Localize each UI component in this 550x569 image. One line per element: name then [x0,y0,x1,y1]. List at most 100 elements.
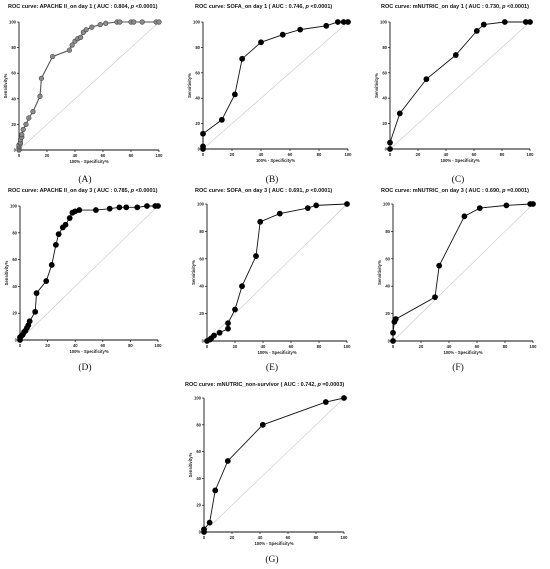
roc-point [344,201,350,207]
chart-title: ROC curve: SOFA_on day 1 ( AUC : 0.746, … [195,4,332,10]
y-tick-label: 80 [12,230,17,235]
chart-title: ROC curve: mNUTRIC_non-survivor ( AUC : … [185,382,344,388]
roc-point [340,19,347,25]
roc-point [501,19,508,25]
chart-title-main: ROC curve: SOFA_on day 3 ( AUC : 0.691, [195,188,305,194]
x-tick-label: 40 [447,344,452,349]
reference-diagonal [18,21,160,151]
y-tick-label: 40 [385,284,390,289]
x-tick-label: 100 [341,535,349,540]
x-tick-label: 40 [444,152,449,157]
roc-panel-3: ROC curve: mNUTRIC_on day 1 ( AUC : 0.73… [374,4,534,185]
roc-point [258,39,264,46]
roc-point [62,221,69,228]
roc-point [48,262,55,268]
chart-title-tail: <0.0001) [134,188,158,194]
chart-title-main: ROC curve: mNUTRIC_non-survivor ( AUC : … [185,382,317,388]
x-tick-label: 80 [503,344,508,349]
roc-point [116,204,123,211]
roc-point [134,204,141,211]
roc-point [201,526,207,533]
x-tick-label: 80 [128,343,133,348]
roc-point [156,19,162,25]
x-axis-label: 100% - Specificity% [254,541,293,546]
y-tick-label: 20 [382,121,387,126]
panel-label: (C) [452,174,465,185]
y-tick-label: 20 [195,121,200,126]
y-tick-label: 80 [11,45,16,50]
roc-point [106,205,113,212]
x-tick-label: 60 [472,152,477,157]
chart-title: ROC curve: mNUTRIC_on day 3 ( AUC : 0.69… [381,188,529,194]
x-tick-label: 60 [101,153,106,158]
y-tick-label: 40 [195,96,200,101]
roc-point [76,207,83,213]
roc-point [313,202,320,209]
y-tick-label: 60 [382,70,387,75]
x-axis-label: 100% - Specificity% [69,159,108,164]
x-tick-label: 20 [45,153,50,158]
roc-point [33,290,40,296]
roc-point [473,27,480,34]
roc-panel-7: ROC curve: mNUTRIC_non-survivor ( AUC : … [185,382,348,565]
reference-diagonal [389,21,531,150]
y-tick-label: 40 [196,476,201,481]
roc-point [232,91,238,98]
roc-point [200,130,206,137]
x-tick-label: 100 [530,344,538,349]
y-tick-label: 80 [385,229,390,234]
chart-title-p: p [501,4,506,10]
panel-label: (A) [78,174,91,185]
roc-point [55,231,62,238]
x-tick-label: 0 [392,344,395,349]
x-tick-label: 100 [155,343,163,348]
reference-diagonal [202,21,349,150]
roc-point [155,203,161,209]
x-tick-label: 60 [100,343,105,348]
chart-title-tail: <0.0001) [506,4,530,10]
x-tick-label: 40 [73,153,78,158]
x-tick-label: 0 [202,152,205,157]
roc-point [83,27,89,33]
roc-point [66,215,73,221]
x-tick-label: 80 [314,535,319,540]
chart-title-p: p [304,188,309,194]
y-axis-label: Sensitivity% [3,73,8,98]
reference-diagonal [203,397,345,533]
chart-title-main: ROC curve: mNUTRIC_on day 3 ( AUC : 0.69… [381,188,502,194]
roc-point [387,139,393,146]
y-tick-label: 0 [15,338,18,343]
x-tick-label: 60 [289,344,294,349]
y-tick-label: 60 [385,256,390,261]
roc-point [38,75,45,81]
x-axis-label: 100% - Specificity% [443,350,482,355]
roc-point [37,93,43,99]
roc-point [89,24,95,30]
x-tick-label: 0 [19,343,22,348]
y-tick-label: 100 [194,396,202,401]
roc-point [345,19,351,25]
roc-point [396,110,403,117]
y-tick-label: 80 [195,45,200,50]
x-tick-label: 20 [230,152,235,157]
y-axis-label: Sensitivity% [4,260,9,285]
roc-point [66,47,72,53]
y-tick-label: 40 [11,96,16,101]
roc-panel-2: ROC curve: SOFA_on day 1 ( AUC : 0.746, … [187,4,352,185]
y-tick-label: 100 [193,20,201,25]
y-tick-label: 80 [196,422,201,427]
roc-point [212,487,219,494]
roc-point [206,519,213,526]
roc-point [322,399,329,405]
roc-point [436,262,443,269]
x-tick-label: 0 [203,535,206,540]
roc-point [200,143,206,150]
roc-point [232,306,238,313]
chart-title-main: ROC curve: APACHE II_on day 1 ( AUC : 0.… [8,4,131,10]
roc-point [503,202,510,209]
reference-diagonal [392,203,534,342]
y-tick-label: 20 [11,122,16,127]
roc-point [530,201,536,207]
y-tick-label: 60 [195,70,200,75]
roc-point [239,283,245,290]
